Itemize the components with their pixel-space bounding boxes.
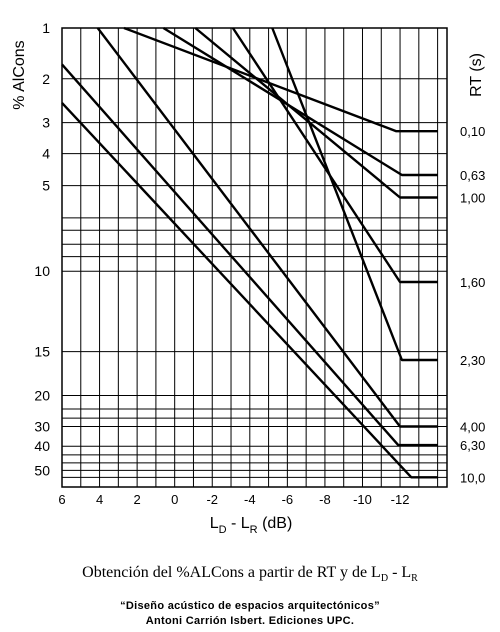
rt-curve-label: 10,0 [460,470,485,485]
y-tick-label: 10 [34,263,50,279]
rt-curve [194,27,438,199]
caption-sub-r: R [411,573,418,585]
caption-mid: - L [388,564,412,581]
rt-curve [61,102,438,479]
chart-grid [62,28,447,487]
y-tick-label: 3 [42,115,50,131]
rt-curve-label: 2,30 [460,353,485,368]
x-tick-label: 0 [171,492,178,507]
caption-text: Obtención del %ALCons a partir de RT y d… [82,564,381,581]
x-tick-label: -2 [206,492,218,507]
rt-curve [123,26,438,133]
y-tick-label: 15 [34,344,50,360]
y-tick-label: 2 [42,71,50,87]
x-axis-label: LD - LR (dB) [210,515,293,536]
rt-curve-label: 4,00 [460,420,485,435]
credit-author: Antoni Carrión Isbert. Ediciones UPC. [145,615,355,627]
rt-curve-label: 0,10 [460,124,485,139]
rt-curve-label: 1,60 [460,275,485,290]
caption-sub-d: D [380,573,389,585]
x-tick-label: -4 [244,492,256,507]
credit-book-title: “Diseño acústico de espacios arquitectón… [120,600,380,612]
x-tick-label: -8 [319,492,331,507]
y-tick-label: 30 [34,419,50,435]
x-label-prefix: L [210,515,219,532]
x-label-mid: - L [227,515,250,532]
y-tick-label: 50 [34,462,50,478]
x-tick-label: -6 [282,492,294,507]
y-axis-label: % AlCons [11,40,28,109]
rt-curve [61,63,438,447]
chart-curves [61,26,438,479]
x-label-sub-d: D [219,524,227,536]
x-tick-label: -12 [391,492,410,507]
x-label-suffix: (dB) [258,515,293,532]
rt-curve-label: 6,30 [460,438,485,453]
rt-curve [96,27,438,428]
rt-curve [162,26,438,177]
rt-axis-label: RT (s) [468,53,485,97]
y-tick-label: 5 [42,178,50,194]
x-tick-label: -10 [353,492,372,507]
x-tick-label: 4 [96,492,103,507]
x-tick-label: 2 [134,492,141,507]
rt-curve-label: 1,00 [460,190,485,205]
y-tick-label: 1 [42,20,50,36]
x-tick-label: 6 [58,492,65,507]
y-tick-label: 20 [34,387,50,403]
plot-frame [61,27,448,488]
y-tick-label: 40 [34,438,50,454]
y-tick-label: 4 [42,146,50,162]
x-label-sub-r: R [250,524,258,536]
rt-curve-label: 0,63 [460,168,485,183]
rt-curve [271,27,438,362]
figure-caption: Obtención del %ALCons a partir de RT y d… [0,564,500,584]
rt-curve [231,27,438,284]
